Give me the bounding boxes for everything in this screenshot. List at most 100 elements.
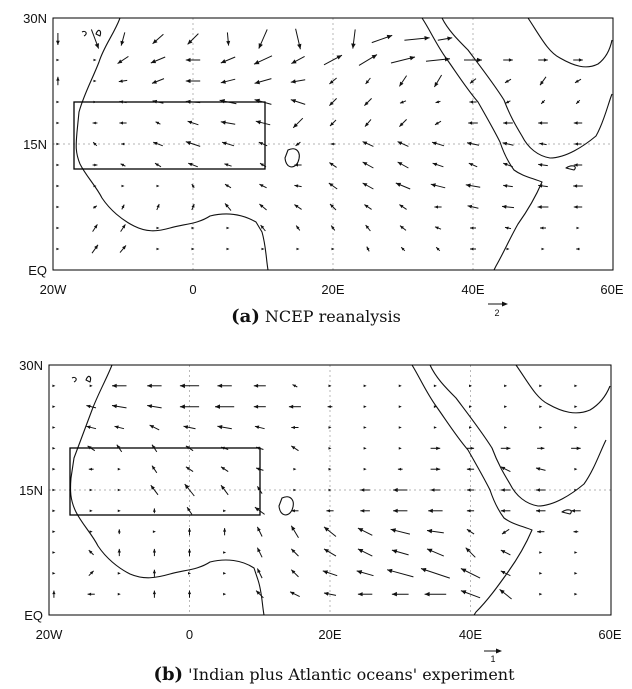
panel-a-xtick-40e: 40E [461, 282, 484, 297]
panel-b-wind-vector [147, 404, 162, 409]
panel-a-wind-vector [330, 142, 336, 146]
panel-a-wind-vector [253, 55, 273, 65]
panel-b-wind-vector [322, 570, 338, 577]
panel-a-wind-vector [152, 99, 164, 104]
panel-b-wind-vector [328, 488, 332, 492]
panel-b-wind-vector [187, 528, 192, 536]
panel-a-wind-vector [433, 74, 443, 88]
panel-b-wind-vector [539, 551, 543, 554]
panel-b-wind-vector [466, 488, 475, 492]
panel-b-wind-vector [398, 384, 402, 388]
panel-a-caption-text: NCEP reanalysis [265, 307, 401, 326]
panel-a-wind-vector [395, 182, 411, 190]
panel-b-wind-vector [52, 405, 56, 408]
panel-a-wind-vector [294, 163, 302, 167]
panel-a-wind-vector [220, 120, 236, 125]
panel-a-wind-vector [188, 162, 198, 168]
panel-b-wind-vector [398, 447, 402, 450]
panel-a-wind-vector [155, 121, 161, 125]
panel-b-wind-vector [500, 488, 511, 492]
panel-a-frame [52, 17, 614, 271]
panel-b-wind-vector [223, 592, 227, 596]
panel-a-wind-vector [259, 203, 267, 211]
panel-b-wind-vector [323, 526, 337, 537]
panel-b-wind-vector [152, 590, 156, 598]
panel-a-wind-vector [92, 121, 98, 125]
panel-a-wind-vector [435, 246, 441, 252]
panel-a-wind-vector [254, 98, 272, 105]
panel-a-wind-vector [362, 141, 374, 147]
panel-a-coastlines [75, 18, 613, 270]
panel-b-wind-vector [179, 404, 200, 409]
panel-a-wind-vector [503, 162, 513, 168]
panel-a-wind-vector [364, 204, 372, 210]
panel-b-ytick-15n: 15N [19, 483, 43, 498]
panel-b-wind-vector [501, 528, 510, 535]
panel-a-wind-vector [119, 121, 127, 125]
panel-a-wind-vector [56, 163, 60, 167]
panel-a-wind-vector [56, 205, 60, 209]
panel-b-wind-vector [391, 591, 409, 597]
panel-b-wind-vector [186, 506, 193, 515]
panel-a-wind-vector [254, 78, 272, 85]
panel-b-wind-vector [290, 569, 299, 578]
panel-a-wind-vector [121, 142, 125, 146]
panel-b-wind-vector [504, 384, 508, 388]
panel-a-wind-vector [541, 247, 545, 251]
panel-a-wind-vector [185, 99, 201, 104]
panel-b-region-box [69, 447, 261, 516]
panel-b-wind-vector [363, 447, 367, 450]
panel-b-wind-vector [466, 509, 475, 513]
panel-a-wind-vector [92, 224, 98, 232]
panel-b-wind-vector [86, 425, 97, 430]
panel-a-wind-vector [185, 141, 201, 147]
panel-a-wind-vector [366, 246, 370, 252]
panel-b-wind-vector [433, 426, 437, 429]
panel-b-wind-vector [357, 527, 373, 536]
panel-b-wind-vector [499, 589, 512, 600]
panel-a-wind-vector [295, 141, 301, 147]
panel-b-wind-vector [88, 549, 94, 556]
panel-a-wind-vector [295, 225, 301, 231]
panel-b-wind-vector [52, 572, 56, 575]
panel-b-wind-vector [539, 405, 543, 408]
panel-a-wind-vector [156, 247, 160, 251]
panel-a-wind-vector [220, 56, 236, 64]
panel-a-wind-vector [364, 98, 372, 106]
panel-b-wind-vector [574, 384, 578, 388]
panel-b-wind-vector [537, 530, 545, 534]
panel-a-wind-vector [540, 99, 546, 105]
panel-a-wind-vector [156, 203, 160, 211]
panel-b-wind-vector [574, 426, 578, 429]
panel-b-wind-vector [398, 405, 402, 408]
panel-b-wind-vector [187, 548, 192, 557]
panel-b-wind-vector [571, 509, 581, 513]
panel-a-wind-vector [259, 162, 267, 168]
panel-a-xtick-20w: 20W [40, 282, 67, 297]
panel-b-wind-vector [255, 590, 264, 599]
panel-b-caption: (b) 'Indian plus Atlantic oceans' experim… [153, 664, 515, 685]
panel-b-wind-vector [52, 509, 56, 513]
panel-a-wind-vector [56, 226, 60, 230]
panel-b-wind-vector [357, 592, 373, 597]
panel-b-wind-vector [116, 444, 123, 453]
panel-b-wind-vector [466, 467, 475, 471]
panel-a-wind-vector [538, 121, 548, 125]
panel-a-wind-vector [93, 79, 97, 83]
panel-a-wind-vector [398, 75, 408, 87]
panel-b-wind-vector [152, 548, 156, 557]
panel-b-ytick-eq: EQ [24, 608, 43, 623]
panel-a-wind-vector [329, 119, 337, 127]
panel-a-xtick-60e: 60E [600, 282, 623, 297]
panel-b-wind-vector [52, 467, 56, 471]
panel-a-wind-vector [470, 226, 476, 230]
panel-b-wind-vector [255, 446, 264, 450]
panel-b-wind-vector [89, 384, 93, 388]
panel-b-wind-vector [360, 509, 370, 513]
panel-a-wind-vector [295, 28, 302, 50]
panel-a-wind-vector [185, 57, 201, 63]
panel-a-wind-vector [399, 119, 407, 127]
panel-b-wind-vector [291, 445, 299, 452]
panel-b-wind-vector [328, 467, 332, 471]
panel-a-wind-vector [93, 184, 97, 188]
